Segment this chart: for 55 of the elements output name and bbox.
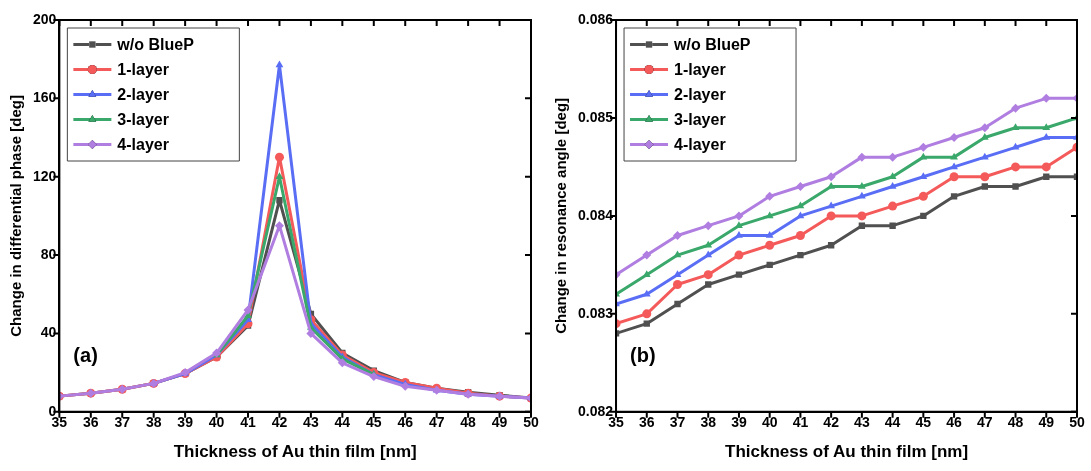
legend-label: 4-layer xyxy=(674,135,726,153)
x-tick-label: 40 xyxy=(761,414,778,431)
x-tick-label: 44 xyxy=(884,414,901,431)
x-axis-title: Thickness of Au thin film [nm] xyxy=(173,442,417,462)
x-tick-label: 42 xyxy=(823,414,840,431)
legend-label: 2-layer xyxy=(117,85,169,103)
x-tick-label: 46 xyxy=(946,414,963,431)
x-tick-label: 45 xyxy=(366,414,382,431)
y-tick-label: 160 xyxy=(33,89,57,106)
x-tick-label: 37 xyxy=(669,414,686,431)
x-tick-label: 50 xyxy=(1069,414,1085,431)
x-tick-label: 42 xyxy=(271,414,288,431)
x-tick-label: 39 xyxy=(177,414,194,431)
legend-label: 4-layer xyxy=(117,135,169,153)
annotation: (b) xyxy=(630,343,656,366)
y-tick-label: 0.085 xyxy=(577,108,614,125)
legend-label: 3-layer xyxy=(117,110,169,128)
x-tick-label: 38 xyxy=(145,414,162,431)
x-tick-label: 41 xyxy=(792,414,809,431)
x-tick-label: 48 xyxy=(460,414,477,431)
x-tick-label: 36 xyxy=(83,414,99,431)
y-tick-label: 0.083 xyxy=(577,304,614,321)
x-tick-label: 37 xyxy=(114,414,131,431)
x-tick-label: 45 xyxy=(915,414,932,431)
y-tick-label: 80 xyxy=(40,245,57,262)
legend-label: 1-layer xyxy=(117,60,169,78)
x-tick-label: 41 xyxy=(240,414,257,431)
x-tick-label: 38 xyxy=(700,414,717,431)
x-tick-label: 36 xyxy=(638,414,655,431)
legend-label: w/o BlueP xyxy=(116,35,195,53)
legend-label: 3-layer xyxy=(674,110,726,128)
x-tick-label: 46 xyxy=(397,414,414,431)
y-tick-label: 0.086 xyxy=(577,10,614,27)
x-tick-label: 44 xyxy=(334,414,351,431)
x-tick-label: 50 xyxy=(523,414,539,431)
y-tick-label: 200 xyxy=(33,10,57,27)
x-tick-label: 49 xyxy=(1038,414,1055,431)
y-tick-label: 0.084 xyxy=(577,206,614,223)
x-tick-label: 47 xyxy=(977,414,993,431)
y-tick-label: 40 xyxy=(40,324,57,341)
x-tick-label: 43 xyxy=(303,414,319,431)
y-axis-title: Change in differential phase [deg] xyxy=(7,95,25,337)
x-tick-label: 47 xyxy=(428,414,445,431)
x-tick-label: 39 xyxy=(731,414,747,431)
x-axis-title: Thickness of Au thin film [nm] xyxy=(724,442,969,462)
annotation: (a) xyxy=(73,343,98,366)
legend-label: 2-layer xyxy=(674,85,726,103)
y-tick-label: 120 xyxy=(33,167,57,184)
legend-label: w/o BlueP xyxy=(673,35,751,53)
x-tick-label: 43 xyxy=(854,414,870,431)
y-axis-title: Change in resonance angle [deg] xyxy=(552,97,570,334)
legend-label: 1-layer xyxy=(674,60,726,78)
x-tick-label: 40 xyxy=(208,414,225,431)
x-tick-label: 48 xyxy=(1007,414,1024,431)
x-tick-label: 49 xyxy=(491,414,508,431)
